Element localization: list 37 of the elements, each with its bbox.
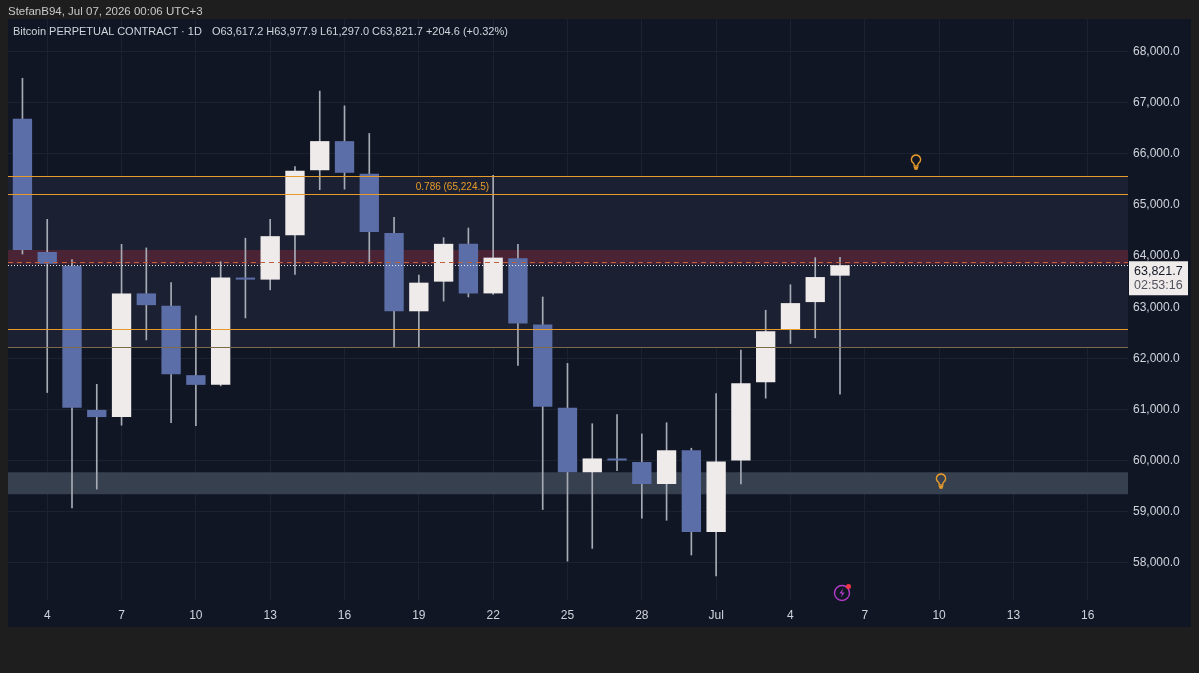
y-tick-label: 62,000.0 [1133, 350, 1181, 365]
y-tick-label: 67,000.0 [1133, 95, 1181, 110]
x-tick-label: 7 [118, 607, 126, 622]
text: StefanB94, Jul 07, 2026 00:06 UTC+3 [8, 4, 203, 19]
text: Bitcoin PERPETUAL CONTRACT · 1D [13, 24, 202, 39]
y-tick-label: 58,000.0 [1133, 555, 1181, 570]
y-tick-label: 64,000.0 [1133, 248, 1181, 263]
x-tick-label: 28 [635, 607, 649, 622]
x-tick-label: 7 [861, 607, 869, 622]
x-tick-label: 13 [1006, 607, 1021, 622]
y-tick-label: 68,000.0 [1133, 44, 1181, 59]
candlestick [582, 423, 602, 549]
candlestick [87, 384, 107, 490]
y-tick-label: 61,000.0 [1133, 401, 1181, 416]
y-tick-label: 65,000.0 [1133, 197, 1181, 212]
x-tick-label: 22 [486, 607, 501, 622]
y-tick-label: 60,000.0 [1133, 452, 1181, 467]
x-tick-label: Jul [708, 607, 724, 622]
x-tick-label: 16 [1081, 607, 1095, 622]
x-tick-label: 19 [412, 607, 426, 622]
x-tick-label: 16 [337, 607, 352, 622]
candlestick [186, 315, 206, 427]
y-tick-label: 59,000.0 [1133, 503, 1181, 518]
text: O63,617.2 H63,977.9 L61,297.0 C63,821.7 +204.6 (+0.32%) [211, 24, 508, 39]
x-tick-label: 4 [787, 607, 795, 622]
ref-line-label: 63,821.7 02:53:16 [1134, 263, 1183, 292]
candlestick [37, 218, 57, 393]
candlestick [136, 247, 156, 341]
x-tick-label: 10 [932, 607, 947, 622]
y-tick-label: 63,000.0 [1133, 299, 1181, 314]
x-tick-label: 25 [560, 607, 575, 622]
annotation: 0.786 (65,224.5) [415, 180, 490, 192]
x-tick-label: 10 [189, 607, 203, 622]
x-tick-label: 4 [43, 607, 51, 622]
y-tick-label: 66,000.0 [1133, 146, 1181, 161]
x-tick-label: 13 [263, 607, 278, 622]
candlestick [607, 414, 627, 472]
